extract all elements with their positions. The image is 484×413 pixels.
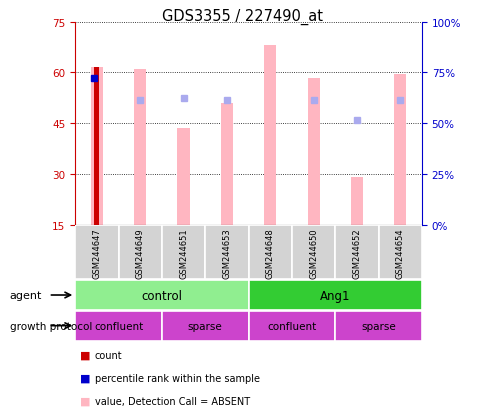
Text: value, Detection Call = ABSENT: value, Detection Call = ABSENT	[94, 396, 249, 406]
Bar	[162, 311, 248, 341]
Bar	[248, 311, 334, 341]
Bar	[134, 70, 146, 225]
Text: growth protocol: growth protocol	[10, 321, 92, 331]
Text: count: count	[94, 350, 122, 360]
Bar	[393, 75, 406, 225]
Text: confluent: confluent	[94, 321, 143, 331]
Text: agent: agent	[10, 290, 42, 300]
Bar	[75, 280, 248, 310]
Bar	[162, 226, 205, 280]
Text: confluent: confluent	[267, 321, 316, 331]
Text: sparse: sparse	[187, 321, 222, 331]
Bar	[334, 226, 378, 280]
Text: GSM244652: GSM244652	[352, 228, 361, 278]
Bar	[220, 104, 232, 225]
Bar	[91, 68, 103, 225]
Text: GSM244648: GSM244648	[265, 228, 274, 278]
Bar	[378, 226, 421, 280]
Bar	[350, 178, 362, 225]
Text: ■: ■	[79, 396, 90, 406]
Text: GSM244650: GSM244650	[308, 228, 318, 278]
Bar	[334, 311, 421, 341]
Text: GDS3355 / 227490_at: GDS3355 / 227490_at	[162, 9, 322, 25]
Text: control: control	[141, 289, 182, 302]
Text: ■: ■	[79, 350, 90, 360]
Text: GSM244649: GSM244649	[136, 228, 144, 278]
Bar	[75, 311, 162, 341]
Bar	[248, 280, 421, 310]
Text: GSM244653: GSM244653	[222, 228, 231, 278]
Bar	[205, 226, 248, 280]
Bar	[118, 226, 162, 280]
Bar	[75, 226, 118, 280]
Bar	[248, 226, 291, 280]
Bar	[94, 68, 99, 225]
Text: GSM244654: GSM244654	[395, 228, 404, 278]
Bar	[291, 226, 334, 280]
Text: ■: ■	[79, 373, 90, 383]
Text: GSM244647: GSM244647	[92, 228, 101, 278]
Bar	[264, 46, 276, 225]
Bar	[307, 78, 319, 225]
Bar	[177, 129, 189, 225]
Text: sparse: sparse	[361, 321, 395, 331]
Text: percentile rank within the sample: percentile rank within the sample	[94, 373, 259, 383]
Text: GSM244651: GSM244651	[179, 228, 188, 278]
Text: Ang1: Ang1	[319, 289, 350, 302]
